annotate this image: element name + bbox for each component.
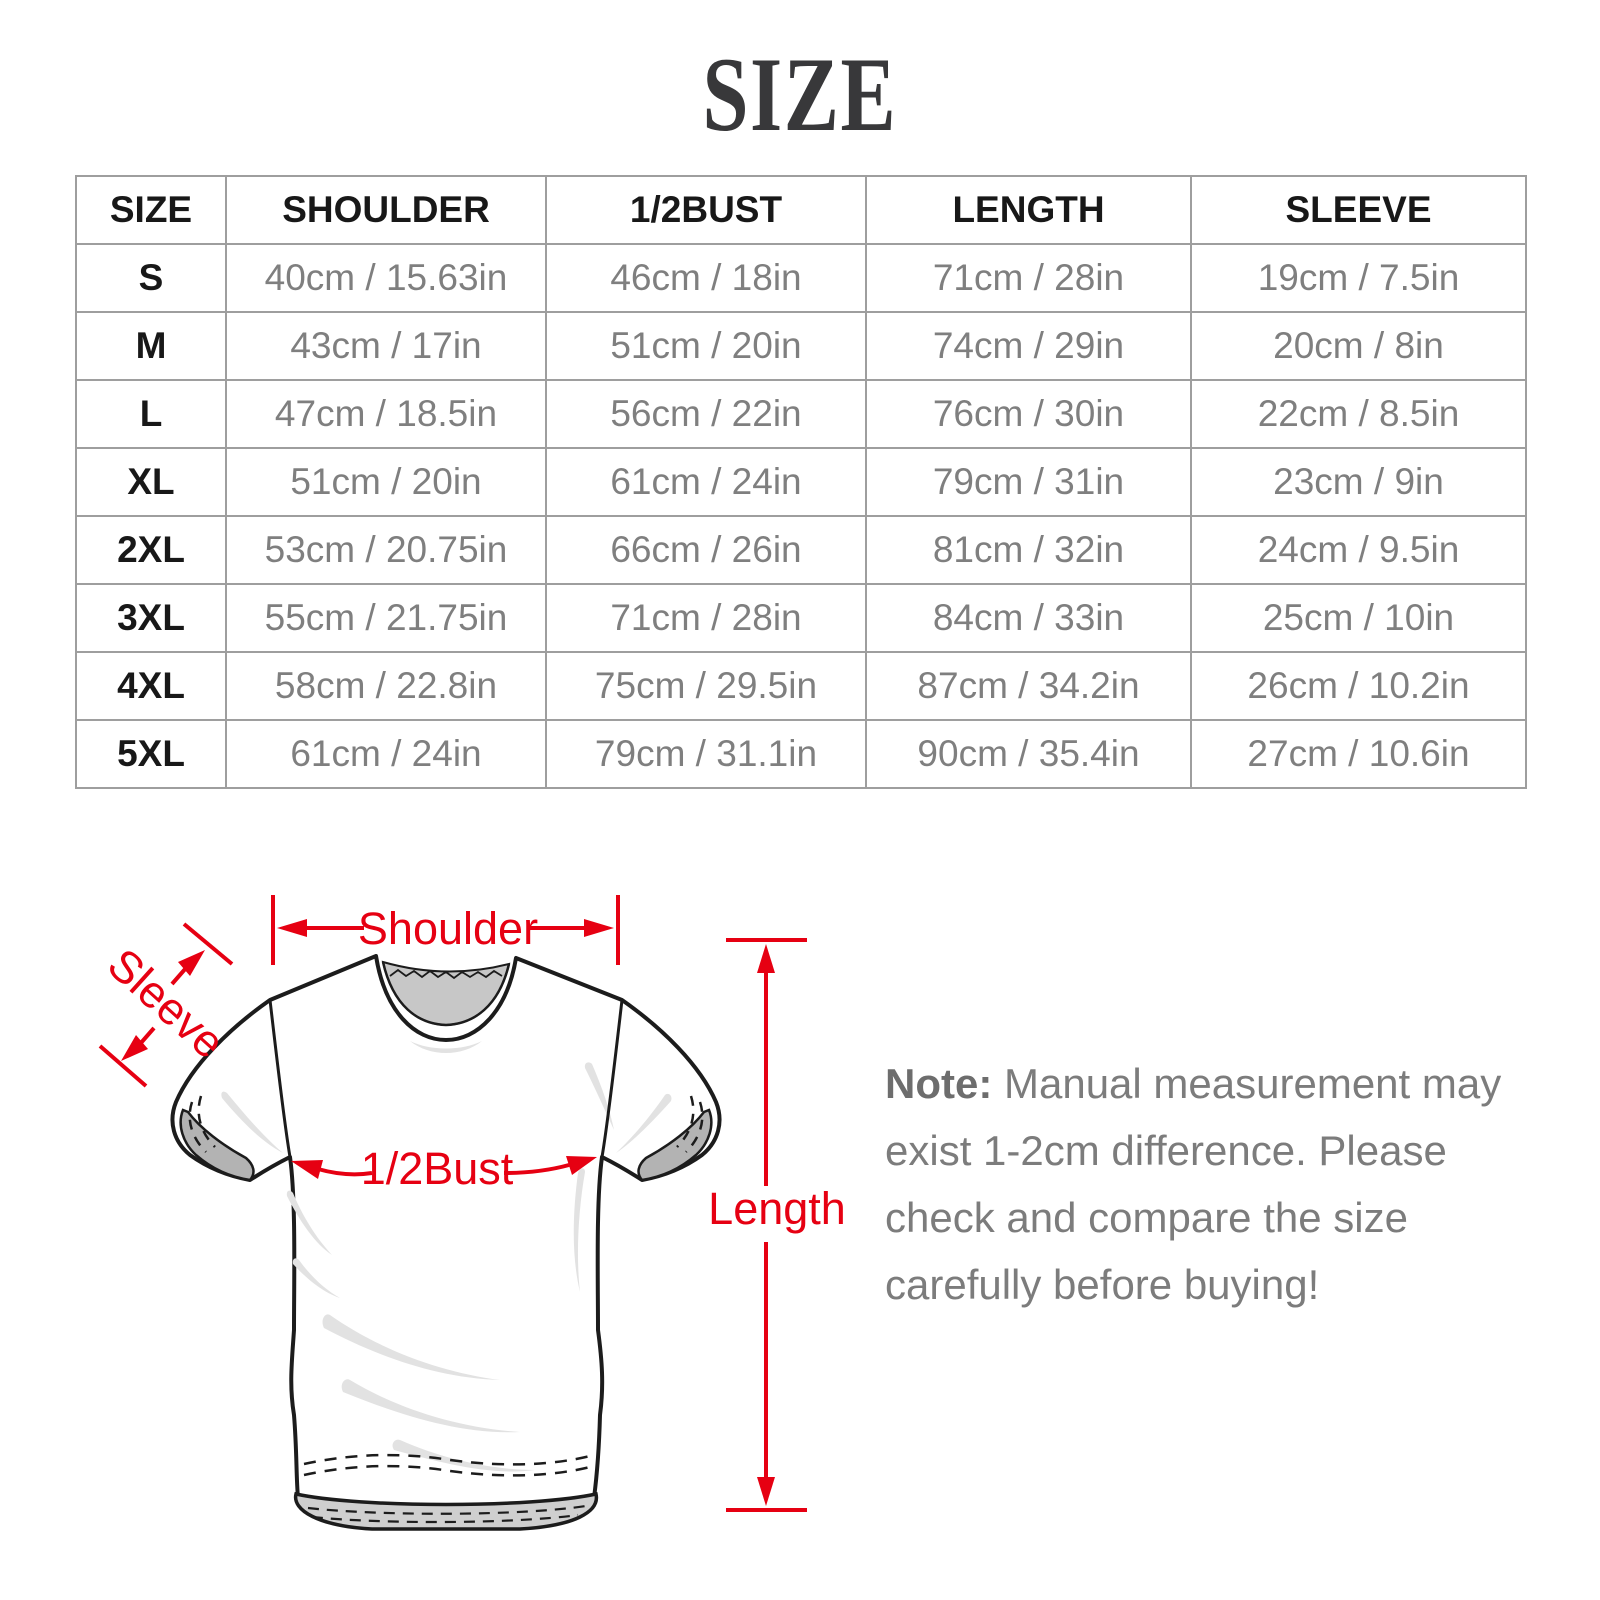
- cell-sleeve: 22cm / 8.5in: [1190, 379, 1527, 449]
- cell-bust: 51cm / 20in: [545, 311, 867, 381]
- cell-shoulder: 51cm / 20in: [225, 447, 547, 517]
- right-shoulder-seam: [600, 999, 624, 1158]
- cell-sleeve: 23cm / 9in: [1190, 447, 1527, 517]
- cell-shoulder: 55cm / 21.75in: [225, 583, 547, 653]
- cell-size: 4XL: [75, 651, 227, 721]
- bust-annotation: 1/2Bust: [291, 1143, 597, 1194]
- wrinkle-shading: [221, 1062, 672, 1472]
- cell-size: 5XL: [75, 719, 227, 789]
- tshirt-body: [170, 954, 722, 1514]
- cell-sleeve: 26cm / 10.2in: [1190, 651, 1527, 721]
- cell-bust: 71cm / 28in: [545, 583, 867, 653]
- cell-shoulder: 40cm / 15.63in: [225, 243, 547, 313]
- header-sleeve: SLEEVE: [1190, 175, 1527, 245]
- cell-sleeve: 20cm / 8in: [1190, 311, 1527, 381]
- cell-size: S: [75, 243, 227, 313]
- sleeve-label: Sleeve: [98, 938, 234, 1068]
- tshirt-hem: [293, 1453, 599, 1531]
- table-row: M 43cm / 17in 51cm / 20in 74cm / 29in 20…: [75, 311, 1527, 381]
- cell-size: 3XL: [75, 583, 227, 653]
- bust-label: 1/2Bust: [361, 1143, 514, 1194]
- cell-bust: 61cm / 24in: [545, 447, 867, 517]
- page-title-text: SIZE: [702, 36, 898, 153]
- cell-length: 81cm / 32in: [865, 515, 1192, 585]
- tshirt-illustration: [170, 954, 722, 1531]
- cell-sleeve: 25cm / 10in: [1190, 583, 1527, 653]
- note-text: Manual measurement may exist 1-2cm diffe…: [885, 1060, 1502, 1308]
- length-label: Length: [708, 1183, 846, 1234]
- size-table: SIZE SHOULDER 1/2BUST LENGTH SLEEVE S 40…: [75, 175, 1527, 789]
- cell-size: L: [75, 379, 227, 449]
- cell-length: 90cm / 35.4in: [865, 719, 1192, 789]
- shoulder-annotation: Shoulder: [271, 895, 620, 965]
- note-label: Note:: [885, 1060, 993, 1107]
- measurement-diagram: Shoulder Sleeve 1/2Bust Length: [98, 895, 846, 1531]
- cell-shoulder: 43cm / 17in: [225, 311, 547, 381]
- header-shoulder: SHOULDER: [225, 175, 547, 245]
- header-bust: 1/2BUST: [545, 175, 867, 245]
- cell-length: 74cm / 29in: [865, 311, 1192, 381]
- cell-size: M: [75, 311, 227, 381]
- cell-length: 87cm / 34.2in: [865, 651, 1192, 721]
- table-row: S 40cm / 15.63in 46cm / 18in 71cm / 28in…: [75, 243, 1527, 313]
- table-row: 4XL 58cm / 22.8in 75cm / 29.5in 87cm / 3…: [75, 651, 1527, 721]
- cell-size: 2XL: [75, 515, 227, 585]
- cell-shoulder: 47cm / 18.5in: [225, 379, 547, 449]
- cell-length: 84cm / 33in: [865, 583, 1192, 653]
- page-title: SIZE: [0, 42, 1600, 148]
- measurement-note: Note: Manual measurement may exist 1-2cm…: [885, 1050, 1510, 1318]
- cell-sleeve: 27cm / 10.6in: [1190, 719, 1527, 789]
- cell-sleeve: 19cm / 7.5in: [1190, 243, 1527, 313]
- cell-shoulder: 53cm / 20.75in: [225, 515, 547, 585]
- cell-length: 76cm / 30in: [865, 379, 1192, 449]
- cell-bust: 79cm / 31.1in: [545, 719, 867, 789]
- cell-bust: 56cm / 22in: [545, 379, 867, 449]
- tshirt-collar: [381, 960, 511, 1053]
- cell-shoulder: 58cm / 22.8in: [225, 651, 547, 721]
- cell-bust: 75cm / 29.5in: [545, 651, 867, 721]
- header-length: LENGTH: [865, 175, 1192, 245]
- left-shoulder-seam: [268, 999, 292, 1158]
- length-annotation: Length: [708, 938, 846, 1512]
- table-row: 2XL 53cm / 20.75in 66cm / 26in 81cm / 32…: [75, 515, 1527, 585]
- cell-bust: 66cm / 26in: [545, 515, 867, 585]
- cell-bust: 46cm / 18in: [545, 243, 867, 313]
- left-sleeve-opening: [179, 1095, 255, 1182]
- cell-sleeve: 24cm / 9.5in: [1190, 515, 1527, 585]
- table-row: XL 51cm / 20in 61cm / 24in 79cm / 31in 2…: [75, 447, 1527, 517]
- table-row: 5XL 61cm / 24in 79cm / 31.1in 90cm / 35.…: [75, 719, 1527, 789]
- shoulder-label: Shoulder: [358, 903, 538, 954]
- cell-length: 79cm / 31in: [865, 447, 1192, 517]
- cell-size: XL: [75, 447, 227, 517]
- cell-length: 71cm / 28in: [865, 243, 1192, 313]
- table-row: L 47cm / 18.5in 56cm / 22in 76cm / 30in …: [75, 379, 1527, 449]
- cell-shoulder: 61cm / 24in: [225, 719, 547, 789]
- table-header-row: SIZE SHOULDER 1/2BUST LENGTH SLEEVE: [75, 175, 1527, 245]
- right-sleeve-opening: [637, 1095, 713, 1182]
- header-size: SIZE: [75, 175, 227, 245]
- table-row: 3XL 55cm / 21.75in 71cm / 28in 84cm / 33…: [75, 583, 1527, 653]
